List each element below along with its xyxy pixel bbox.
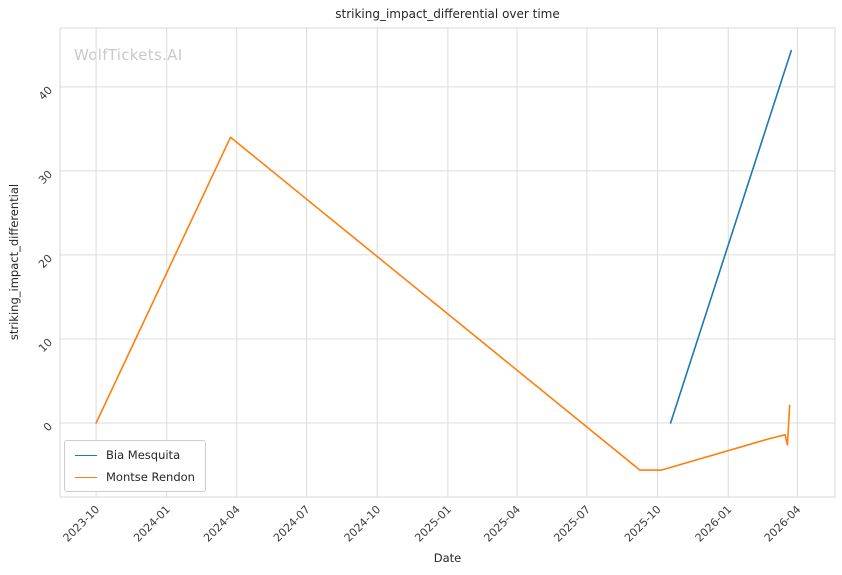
x-tick-label: 2024-07 bbox=[271, 503, 313, 545]
x-tick-label: 2024-10 bbox=[342, 503, 384, 545]
legend-swatch-bia-mesquita bbox=[75, 454, 97, 456]
legend-item: Montse Rendon bbox=[75, 470, 195, 484]
x-tick-label: 2026-04 bbox=[762, 503, 804, 545]
series-line-bia-mesquita bbox=[669, 49, 793, 424]
x-tick-label: 2023-10 bbox=[61, 503, 103, 545]
x-tick-label: 2024-01 bbox=[131, 503, 173, 545]
y-tick-label: 20 bbox=[36, 252, 55, 271]
plot-border bbox=[59, 27, 836, 498]
x-tick-label: 2025-04 bbox=[481, 503, 523, 545]
series-line-montse-rendon bbox=[95, 136, 791, 471]
x-tick-label: 2025-07 bbox=[551, 503, 593, 545]
x-tick-label: 2025-10 bbox=[622, 503, 664, 545]
y-tick-label: 10 bbox=[36, 336, 55, 355]
legend-item: Bia Mesquita bbox=[75, 448, 195, 462]
legend-label: Bia Mesquita bbox=[106, 448, 181, 462]
watermark: WolfTickets.AI bbox=[74, 46, 183, 64]
y-tick-label: 40 bbox=[36, 84, 55, 103]
x-axis-label: Date bbox=[433, 551, 462, 565]
y-tick-label: 30 bbox=[36, 168, 55, 187]
x-tick-label: 2024-04 bbox=[201, 503, 243, 545]
y-tick-label: 0 bbox=[41, 420, 55, 434]
chart-title: striking_impact_differential over time bbox=[335, 7, 560, 21]
x-tick-label: 2025-01 bbox=[412, 503, 454, 545]
x-tick-label: 2026-01 bbox=[693, 503, 735, 545]
legend: Bia Mesquita Montse Rendon bbox=[64, 440, 206, 492]
legend-label: Montse Rendon bbox=[106, 470, 195, 484]
legend-swatch-montse-rendon bbox=[75, 476, 97, 478]
